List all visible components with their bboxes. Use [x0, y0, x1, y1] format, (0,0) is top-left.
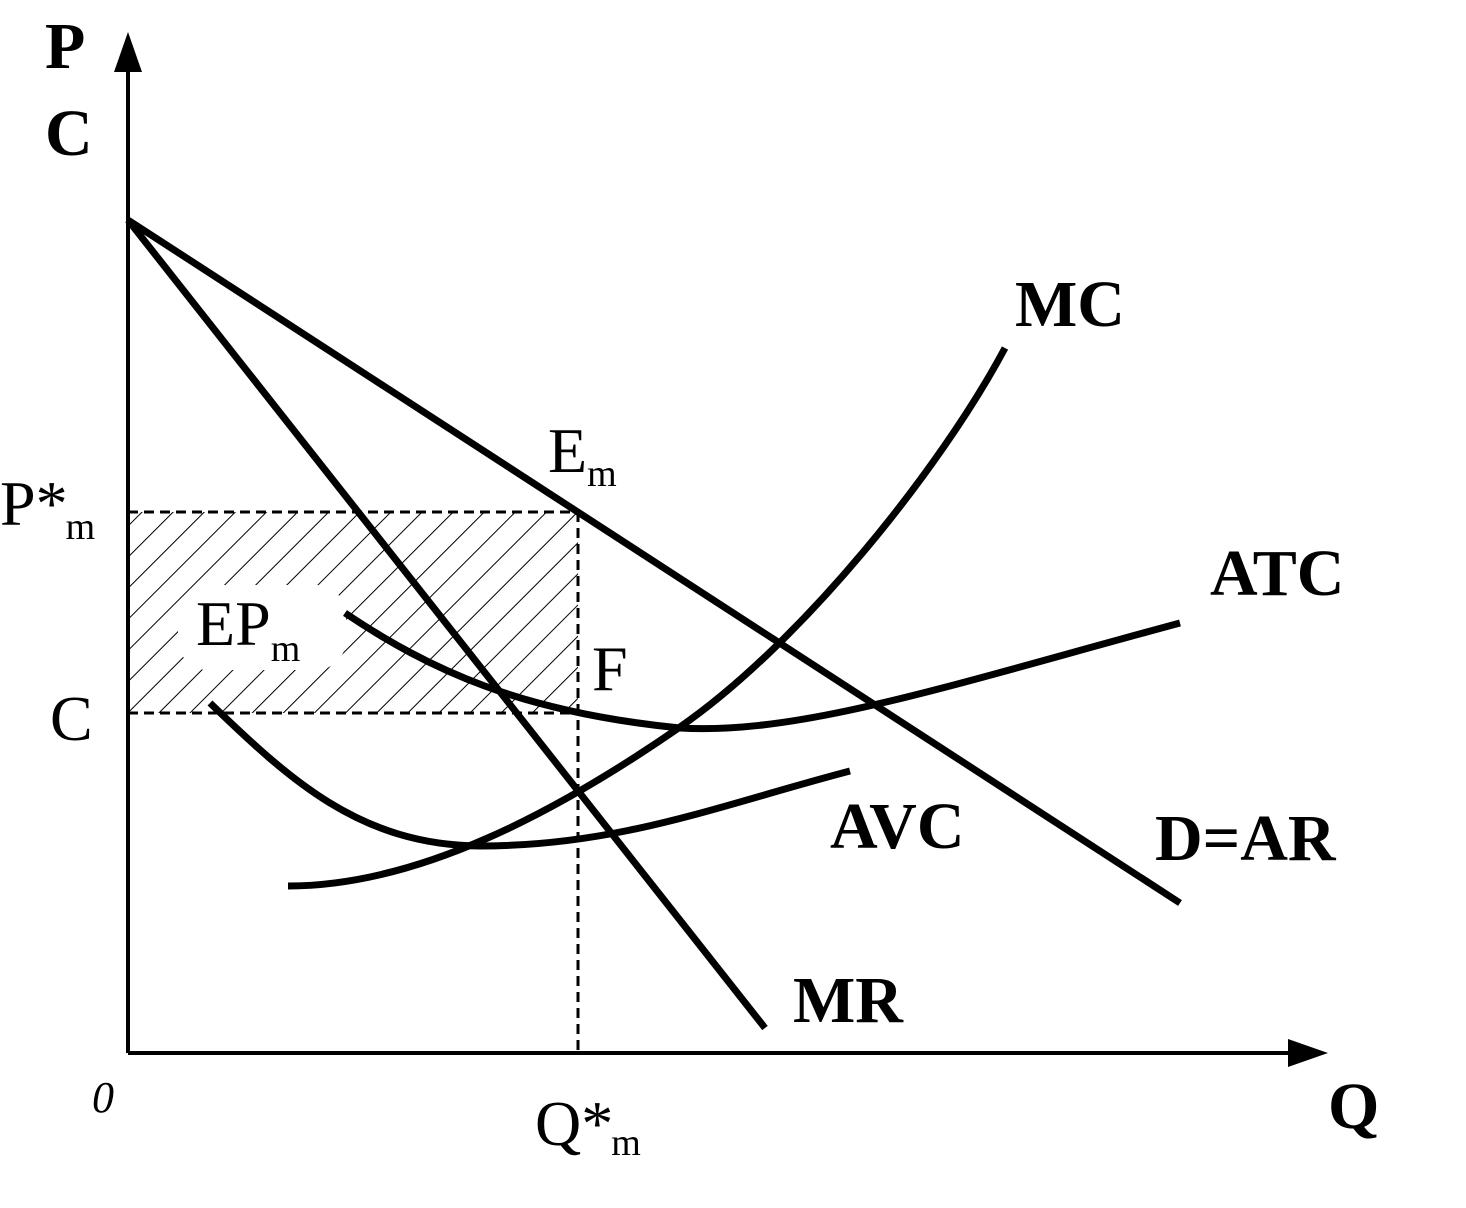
atc-curve [343, 610, 1181, 733]
x-arrow [1288, 1039, 1328, 1067]
curve-label: ATC [1210, 537, 1344, 610]
demand-curve [126, 217, 1182, 906]
label-main: EP [196, 588, 271, 659]
y-arrow [114, 32, 142, 72]
label-main: Q* [535, 1088, 613, 1159]
x-label: Q [1328, 1070, 1379, 1143]
cost-label: C [50, 683, 93, 754]
label-sub: m [611, 1122, 641, 1164]
label-sub: m [66, 506, 96, 548]
equilibrium-label: Em [548, 415, 617, 495]
quantity-label: Q*m [535, 1088, 641, 1164]
label-main: E [548, 415, 587, 486]
label-backdrop [178, 585, 346, 670]
curve-label: MC [1015, 268, 1125, 341]
y-label: P [45, 10, 85, 83]
mr-curve [125, 217, 768, 1031]
curve-label: AVC [830, 790, 964, 863]
profit-label: EPm [196, 588, 300, 670]
y-label: C [45, 97, 93, 170]
avc-curve [207, 700, 851, 850]
curve-label: D=AR [1155, 802, 1337, 875]
label-main: P* [0, 468, 68, 539]
price-label: P*m [0, 468, 95, 548]
curve-label: MR [793, 964, 904, 1037]
label-sub: m [587, 453, 617, 495]
origin-label: 0 [92, 1073, 114, 1122]
label-sub: m [271, 628, 301, 670]
point-label: F [592, 633, 628, 704]
